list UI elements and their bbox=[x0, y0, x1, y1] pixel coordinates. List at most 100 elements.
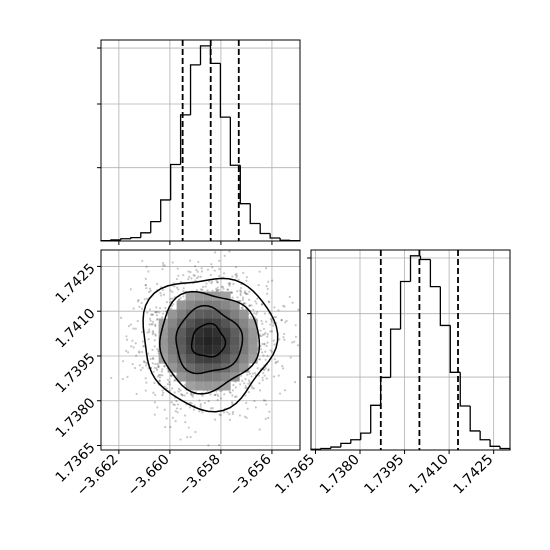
density-cell bbox=[239, 336, 249, 346]
density-cell bbox=[167, 345, 177, 355]
scatter-point bbox=[261, 379, 264, 382]
histogram-panel-param-0 bbox=[97, 39, 301, 245]
scatter-point bbox=[216, 281, 219, 284]
scatter-point bbox=[161, 268, 164, 271]
scatter-point bbox=[147, 270, 150, 273]
scatter-point bbox=[284, 321, 287, 324]
scatter-point bbox=[210, 280, 214, 283]
scatter-point bbox=[216, 286, 219, 289]
density-cell bbox=[194, 345, 204, 355]
scatter-point bbox=[119, 316, 123, 319]
scatter-point bbox=[174, 410, 177, 413]
scatter-point bbox=[268, 410, 271, 413]
scatter-point bbox=[263, 312, 266, 315]
scatter-point bbox=[291, 301, 294, 304]
hist-bin-18 bbox=[489, 439, 501, 447]
density-cell bbox=[158, 327, 168, 337]
scatter-point bbox=[175, 277, 179, 281]
density-cell bbox=[248, 318, 258, 328]
scatter-point bbox=[125, 338, 129, 341]
scatter-point bbox=[143, 345, 146, 348]
scatter-point bbox=[240, 306, 243, 310]
scatter-point bbox=[257, 284, 260, 287]
density-cell bbox=[176, 309, 186, 319]
scatter-point bbox=[171, 387, 174, 390]
scatter-point bbox=[175, 399, 178, 403]
scatter-point bbox=[239, 383, 242, 386]
scatter-point bbox=[251, 372, 254, 375]
hist-bin-11 bbox=[419, 255, 431, 261]
scatter-point bbox=[156, 282, 159, 285]
scatter-point bbox=[228, 413, 231, 416]
scatter-point bbox=[151, 330, 154, 333]
scatter-point bbox=[232, 383, 235, 387]
scatter-point bbox=[177, 298, 181, 301]
scatter-point bbox=[161, 374, 164, 377]
density-cell bbox=[203, 291, 213, 301]
scatter-point bbox=[265, 403, 268, 406]
scatter-point bbox=[154, 311, 157, 314]
hist-bin-15 bbox=[459, 372, 471, 407]
scatter-point bbox=[135, 354, 138, 357]
scatter-point bbox=[161, 288, 164, 292]
scatter-point bbox=[180, 393, 184, 397]
scatter-point bbox=[269, 317, 272, 320]
density-cell bbox=[176, 372, 186, 382]
scatter-point bbox=[149, 319, 152, 322]
scatter-point bbox=[170, 374, 173, 378]
contour-level-3 bbox=[142, 277, 279, 413]
hist-bin-14 bbox=[449, 325, 461, 373]
scatter-point bbox=[169, 300, 172, 304]
scatter-point bbox=[183, 383, 187, 386]
scatter-point bbox=[242, 302, 245, 305]
hist1-frame bbox=[310, 249, 511, 451]
y-tick-label-param-1-2: 1.7395 bbox=[53, 350, 99, 396]
scatter-point bbox=[201, 394, 204, 397]
hist-bin-19 bbox=[499, 446, 510, 450]
scatter-point bbox=[219, 414, 222, 417]
scatter-point bbox=[146, 297, 149, 300]
density-cell bbox=[185, 372, 195, 382]
scatter-point bbox=[160, 370, 163, 373]
scatter-point bbox=[207, 444, 210, 447]
scatter-point bbox=[173, 379, 177, 382]
scatter-point bbox=[265, 320, 268, 323]
scatter-point bbox=[203, 401, 207, 405]
scatter-point bbox=[248, 290, 251, 293]
scatter-point bbox=[242, 302, 245, 305]
scatter-point bbox=[141, 366, 144, 369]
density-cell bbox=[212, 363, 222, 373]
scatter-point bbox=[244, 302, 247, 305]
scatter-point bbox=[188, 406, 192, 409]
scatter-point bbox=[246, 407, 249, 410]
scatter-point bbox=[159, 291, 162, 295]
density-cell bbox=[221, 327, 231, 337]
scatter-point bbox=[163, 364, 166, 368]
scatter-point bbox=[223, 254, 226, 257]
scatter-point bbox=[196, 270, 199, 273]
scatter-point bbox=[131, 339, 134, 342]
scatter-point bbox=[148, 290, 151, 294]
scatter-point bbox=[245, 276, 249, 279]
scatter-point bbox=[234, 266, 238, 269]
scatter-point bbox=[215, 390, 218, 393]
scatter-point bbox=[262, 354, 265, 357]
y-tick-label-param-1-1: 1.7380 bbox=[53, 395, 99, 441]
hist-bin-1 bbox=[110, 239, 121, 241]
scatter-point bbox=[221, 285, 224, 289]
scatter-point bbox=[243, 382, 246, 385]
x-tick-label-param-1-2: 1.7395 bbox=[361, 452, 407, 498]
scatter-point bbox=[285, 319, 288, 322]
scatter-point bbox=[175, 286, 179, 289]
scatter-point bbox=[241, 296, 244, 299]
scatter-point bbox=[149, 287, 152, 290]
scatter-frame bbox=[100, 249, 301, 451]
density-cell bbox=[248, 336, 258, 346]
scatter-point bbox=[146, 331, 149, 334]
scatter-point bbox=[269, 330, 272, 333]
scatter-point bbox=[141, 340, 145, 343]
scatter-point bbox=[219, 397, 223, 400]
scatter-point bbox=[134, 342, 137, 345]
density-cell bbox=[230, 363, 240, 373]
scatter-point bbox=[160, 316, 164, 319]
